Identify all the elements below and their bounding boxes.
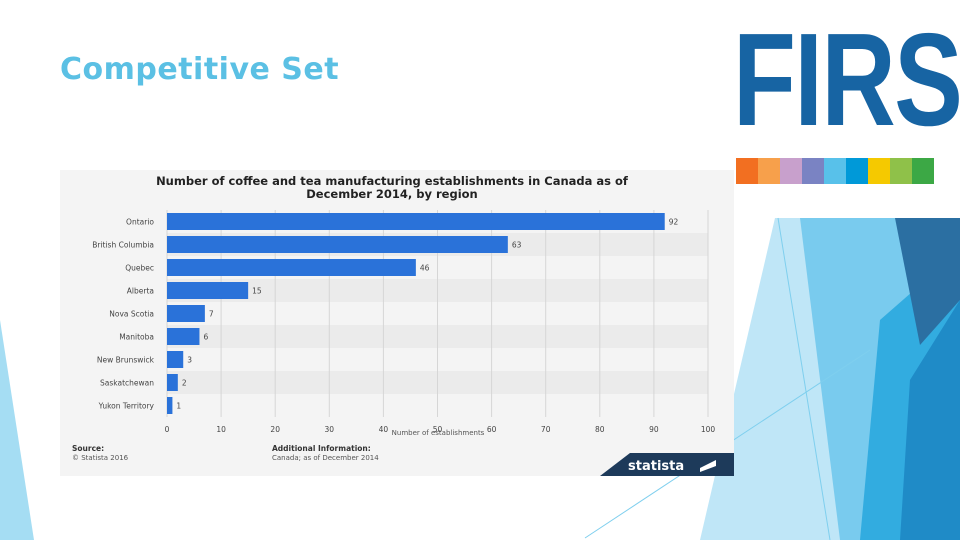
category-label: Yukon Territory	[98, 402, 155, 411]
bar	[167, 328, 200, 345]
color-swatch-8	[912, 158, 934, 184]
category-label: Alberta	[127, 287, 154, 296]
bar-value-label: 1	[176, 402, 181, 411]
deco-left-sliver	[0, 320, 34, 540]
bar	[167, 236, 508, 253]
bar-value-label: 46	[420, 264, 430, 273]
category-label: Saskatchewan	[100, 379, 154, 388]
x-axis-label: Number of establishments	[392, 429, 485, 437]
footer-info-value: Canada; as of December 2014	[272, 454, 379, 462]
color-swatch-5	[846, 158, 868, 184]
bar-value-label: 2	[182, 379, 187, 388]
bar-value-label: 6	[203, 333, 208, 342]
logo-color-strip	[736, 158, 934, 184]
x-tick-label: 60	[487, 425, 497, 434]
chart-title-line2: December 2014, by region	[306, 187, 478, 201]
chart-x-ticks: 0 10 20 30 40 50 60 70 80 90 100	[165, 425, 716, 434]
category-label: Ontario	[126, 218, 154, 227]
category-label: British Columbia	[92, 241, 154, 250]
bar-value-label: 3	[187, 356, 192, 365]
bar	[167, 305, 205, 322]
color-swatch-2	[780, 158, 802, 184]
bar	[167, 213, 665, 230]
color-swatch-3	[802, 158, 824, 184]
bar-value-label: 92	[669, 218, 679, 227]
bar-chart: Number of coffee and tea manufacturing e…	[72, 174, 734, 476]
x-tick-label: 80	[595, 425, 605, 434]
slide-title: Competitive Set	[60, 52, 340, 87]
category-label: Manitoba	[119, 333, 154, 342]
footer-source-value: © Statista 2016	[72, 454, 129, 462]
x-tick-label: 0	[165, 425, 170, 434]
deco-mid-blue	[800, 218, 960, 540]
bar-value-label: 63	[512, 241, 522, 250]
statista-brand: statista	[628, 459, 684, 474]
category-label: Nova Scotia	[109, 310, 154, 319]
category-label: Quebec	[125, 264, 154, 273]
bar	[167, 259, 416, 276]
deco-deep	[900, 300, 960, 540]
x-tick-label: 90	[649, 425, 659, 434]
statista-logo-icon	[700, 460, 716, 472]
chart-title-line1: Number of coffee and tea manufacturing e…	[156, 174, 629, 188]
firstlogo-wordmark: FIRSt	[733, 6, 960, 153]
deco-dark-top	[895, 218, 960, 345]
color-swatch-1	[758, 158, 780, 184]
footer-info-label: Additional Information:	[272, 444, 371, 453]
x-tick-label: 40	[379, 425, 389, 434]
category-label: New Brunswick	[97, 356, 155, 365]
bar	[167, 351, 184, 368]
deco-line-2	[777, 217, 831, 540]
x-tick-label: 30	[325, 425, 335, 434]
bar-value-label: 15	[252, 287, 262, 296]
x-tick-label: 70	[541, 425, 551, 434]
bar	[167, 282, 249, 299]
deco-cyan	[860, 250, 960, 540]
color-swatch-6	[868, 158, 890, 184]
x-tick-label: 50	[433, 425, 443, 434]
color-swatch-0	[736, 158, 758, 184]
deco-big-light	[700, 218, 960, 540]
bar	[167, 397, 173, 414]
bar-value-label: 7	[209, 310, 214, 319]
chart-card: Number of coffee and tea manufacturing e…	[60, 170, 734, 476]
footer-source-label: Source:	[72, 444, 104, 453]
x-tick-label: 20	[270, 425, 280, 434]
color-swatch-4	[824, 158, 846, 184]
bar	[167, 374, 178, 391]
x-tick-label: 100	[701, 425, 716, 434]
color-swatch-7	[890, 158, 912, 184]
x-tick-label: 10	[216, 425, 226, 434]
